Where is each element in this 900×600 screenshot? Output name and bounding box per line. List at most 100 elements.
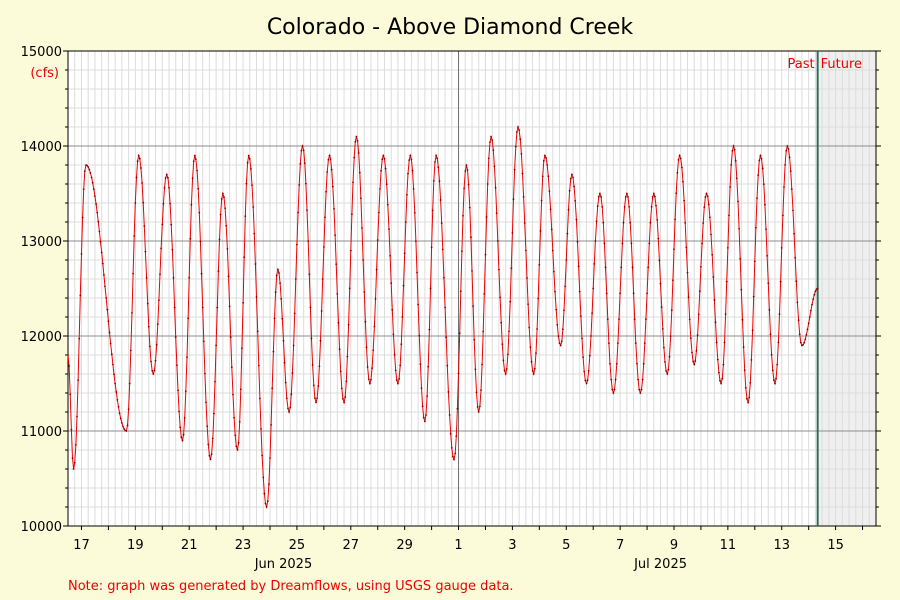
data-point <box>425 414 427 416</box>
data-point <box>457 372 460 375</box>
data-point <box>548 190 551 193</box>
data-point <box>456 407 459 410</box>
data-point <box>757 174 760 177</box>
data-point <box>503 369 506 372</box>
data-point <box>379 188 381 190</box>
data-point <box>519 138 522 141</box>
data-point <box>436 157 439 160</box>
data-point <box>144 250 147 253</box>
data-point <box>211 437 214 440</box>
data-point <box>756 197 758 200</box>
data-point <box>491 139 494 141</box>
data-point <box>462 214 464 217</box>
data-point <box>767 282 770 285</box>
data-point <box>206 425 209 428</box>
data-point <box>530 360 533 363</box>
data-point <box>105 297 108 299</box>
data-point <box>318 365 321 368</box>
data-point <box>738 227 740 230</box>
data-point <box>739 257 742 260</box>
data-point <box>269 457 271 459</box>
data-point <box>255 296 258 298</box>
data-point <box>91 181 94 184</box>
data-point <box>395 379 398 382</box>
data-point <box>217 270 220 273</box>
data-point <box>623 206 626 208</box>
data-point <box>629 221 632 224</box>
data-point <box>555 308 558 311</box>
data-point <box>649 221 652 224</box>
y-tick-label: 11000 <box>21 425 62 440</box>
data-point <box>716 358 719 361</box>
data-point <box>805 333 808 336</box>
data-point <box>480 389 482 391</box>
data-point <box>600 196 602 198</box>
data-point <box>602 221 605 224</box>
data-point <box>470 236 472 239</box>
data-point <box>389 254 391 257</box>
data-point <box>201 306 204 309</box>
data-point <box>306 209 308 212</box>
data-point <box>153 369 156 372</box>
data-point <box>689 337 692 340</box>
data-point <box>692 360 694 363</box>
data-point <box>69 393 72 396</box>
data-point <box>724 313 727 315</box>
data-point <box>291 372 294 374</box>
data-point <box>573 185 575 188</box>
data-point <box>513 168 516 171</box>
data-point <box>373 325 376 328</box>
data-point <box>612 392 615 394</box>
data-point <box>734 159 737 162</box>
data-point <box>192 160 195 163</box>
data-point <box>73 461 76 464</box>
data-point <box>482 330 485 333</box>
data-point <box>168 186 170 189</box>
data-point <box>70 428 73 431</box>
data-point <box>348 287 351 290</box>
data-point <box>769 333 772 336</box>
data-point <box>131 312 133 314</box>
data-point <box>177 389 179 392</box>
data-point <box>597 195 600 198</box>
data-point <box>428 328 431 331</box>
data-point <box>356 139 359 142</box>
data-point <box>516 131 518 133</box>
data-point <box>417 303 419 306</box>
data-point <box>799 341 802 344</box>
data-point <box>290 393 293 396</box>
data-point <box>617 342 619 344</box>
data-point <box>317 385 320 387</box>
data-point <box>651 196 654 198</box>
data-point <box>697 313 700 316</box>
data-point <box>505 368 508 370</box>
data-point <box>485 216 488 218</box>
data-point <box>554 290 556 293</box>
data-point <box>601 206 604 208</box>
data-point <box>181 439 184 442</box>
data-point <box>706 195 709 198</box>
data-point <box>578 290 581 293</box>
flow-series-points <box>67 126 819 508</box>
data-point <box>536 328 538 330</box>
data-point <box>439 199 442 201</box>
x-tick-label: 17 <box>73 538 90 553</box>
data-point <box>345 380 348 383</box>
data-point <box>397 382 399 385</box>
data-point <box>375 268 378 271</box>
data-point <box>274 291 277 294</box>
data-point <box>259 397 261 400</box>
data-point <box>220 198 223 200</box>
data-point <box>129 349 132 352</box>
data-point <box>685 246 688 249</box>
data-point <box>475 391 478 394</box>
data-point <box>673 248 675 251</box>
data-point <box>262 476 265 479</box>
data-point <box>283 361 286 364</box>
data-point <box>610 378 613 381</box>
data-point <box>633 318 636 320</box>
data-point <box>118 412 121 415</box>
data-point <box>361 227 363 229</box>
data-point <box>257 364 260 367</box>
data-point <box>622 221 625 224</box>
